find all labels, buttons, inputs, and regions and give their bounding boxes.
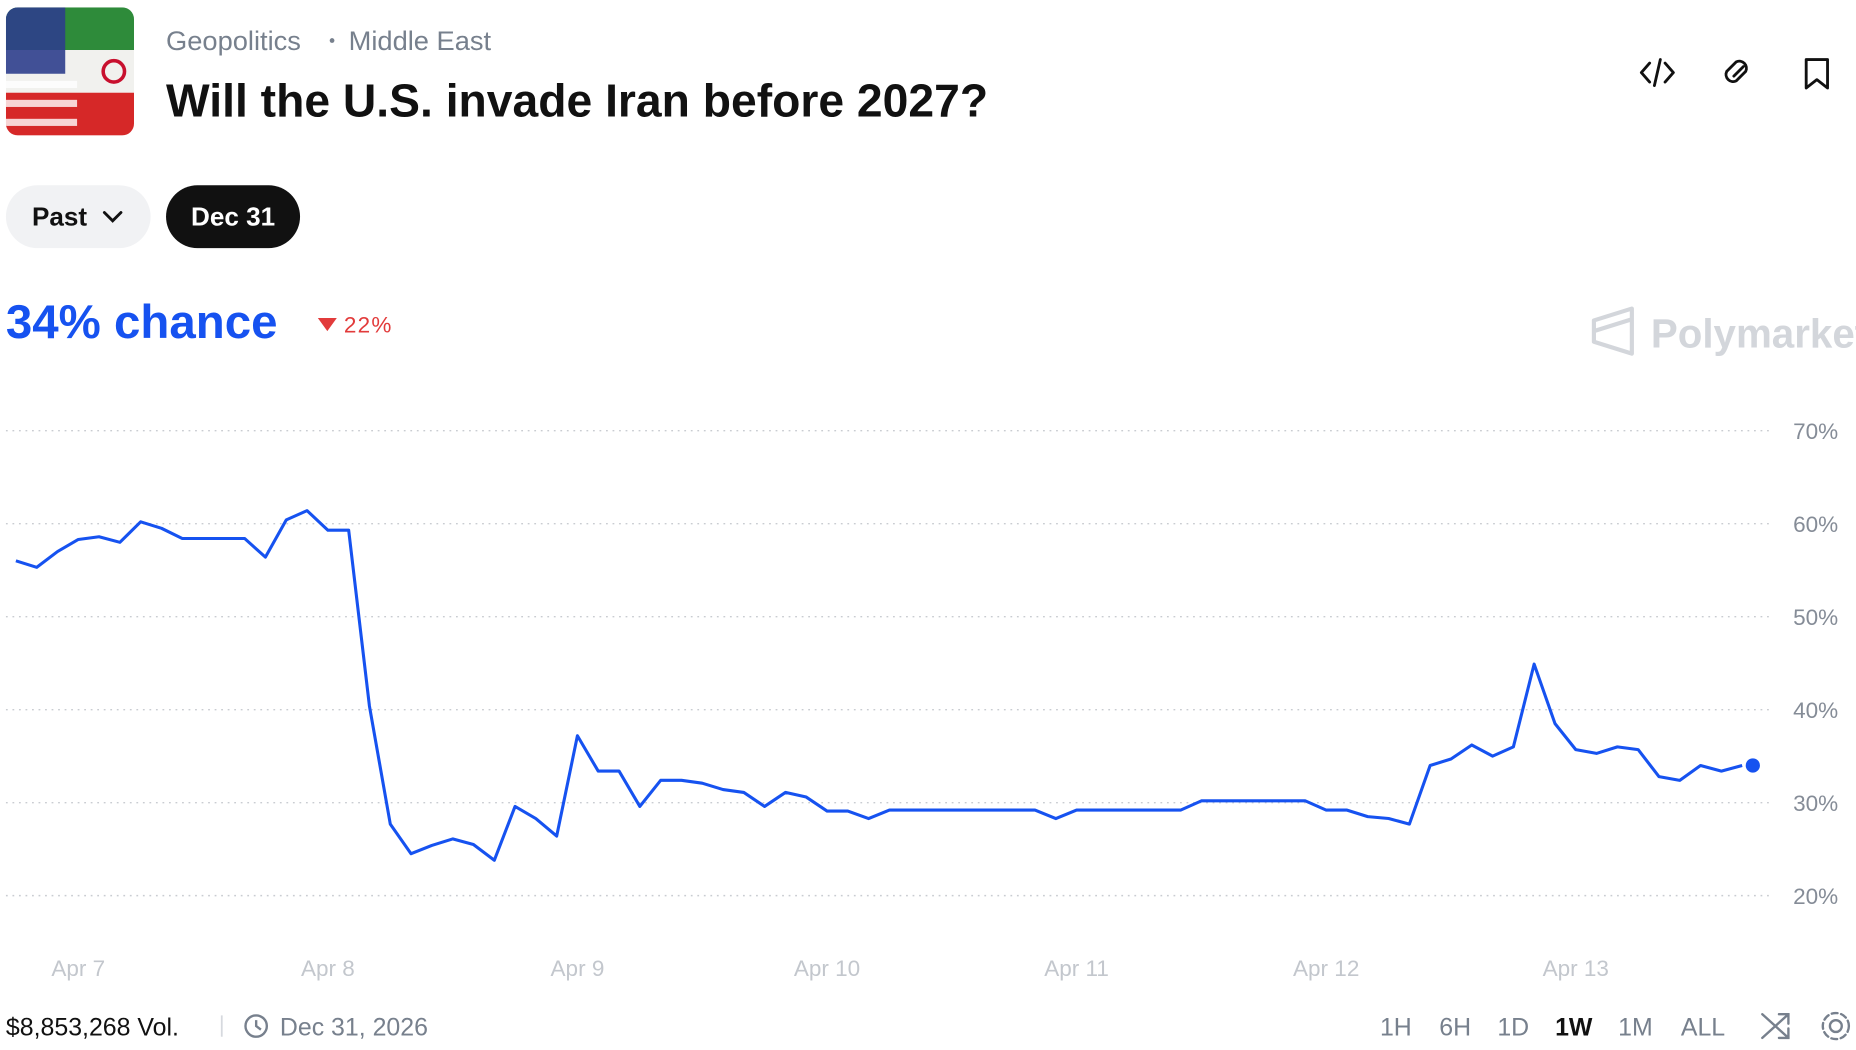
y-tick-label: 60% — [1793, 512, 1838, 537]
x-tick-label: Apr 13 — [1543, 956, 1609, 981]
watermark: Polymarket — [1651, 311, 1856, 357]
breadcrumb[interactable]: Geopolitics — [166, 25, 301, 56]
y-tick-label: 50% — [1793, 605, 1838, 630]
y-tick-label: 20% — [1793, 884, 1838, 909]
market-icon — [5, 7, 135, 136]
x-tick-label: Apr 11 — [1044, 956, 1109, 981]
clock-icon — [244, 1014, 269, 1038]
x-tick-label: Apr 7 — [51, 956, 105, 981]
end-point — [1745, 758, 1760, 773]
filter-label: Dec 31 — [191, 202, 275, 232]
market-title: Will the U.S. invade Iran before 2027? — [166, 74, 988, 126]
breadcrumb[interactable]: Middle East — [349, 25, 492, 56]
y-tick-label: 70% — [1793, 419, 1838, 444]
timeframe-button[interactable]: 1D — [1497, 1014, 1529, 1042]
end-date: Dec 31, 2026 — [280, 1014, 428, 1042]
shuffle-icon[interactable] — [1761, 1013, 1790, 1040]
y-tick-label: 30% — [1793, 791, 1838, 816]
logo-icon — [1591, 306, 1634, 356]
timeframe-button[interactable]: 6H — [1439, 1014, 1471, 1042]
chance: 34% chance — [6, 296, 278, 349]
y-tick-label: 40% — [1793, 698, 1838, 723]
down-arrow-icon — [317, 318, 337, 332]
x-tick-label: Apr 12 — [1293, 956, 1359, 981]
series-line — [15, 509, 1743, 862]
x-tick-label: Apr 10 — [794, 956, 860, 981]
embed-icon[interactable] — [1639, 58, 1675, 88]
timeframe-button[interactable]: 1H — [1380, 1014, 1412, 1042]
bookmark-icon[interactable] — [1804, 58, 1829, 90]
filter-button[interactable] — [166, 185, 301, 249]
timeframe-button[interactable]: 1W — [1555, 1014, 1593, 1042]
x-tick-label: Apr 8 — [301, 956, 355, 981]
settings-icon[interactable] — [1821, 1011, 1851, 1041]
volume: $8,853,268 Vol. — [6, 1014, 179, 1042]
filter-label: Past — [32, 202, 87, 232]
x-tick-label: Apr 9 — [551, 956, 605, 981]
filter-button[interactable] — [5, 185, 151, 249]
change: 22% — [344, 312, 393, 337]
timeframe-button[interactable]: ALL — [1681, 1014, 1725, 1042]
separator — [329, 38, 335, 43]
chevron-icon — [102, 211, 123, 223]
timeframe-button[interactable]: 1M — [1618, 1014, 1653, 1042]
link-icon[interactable] — [1724, 59, 1748, 83]
